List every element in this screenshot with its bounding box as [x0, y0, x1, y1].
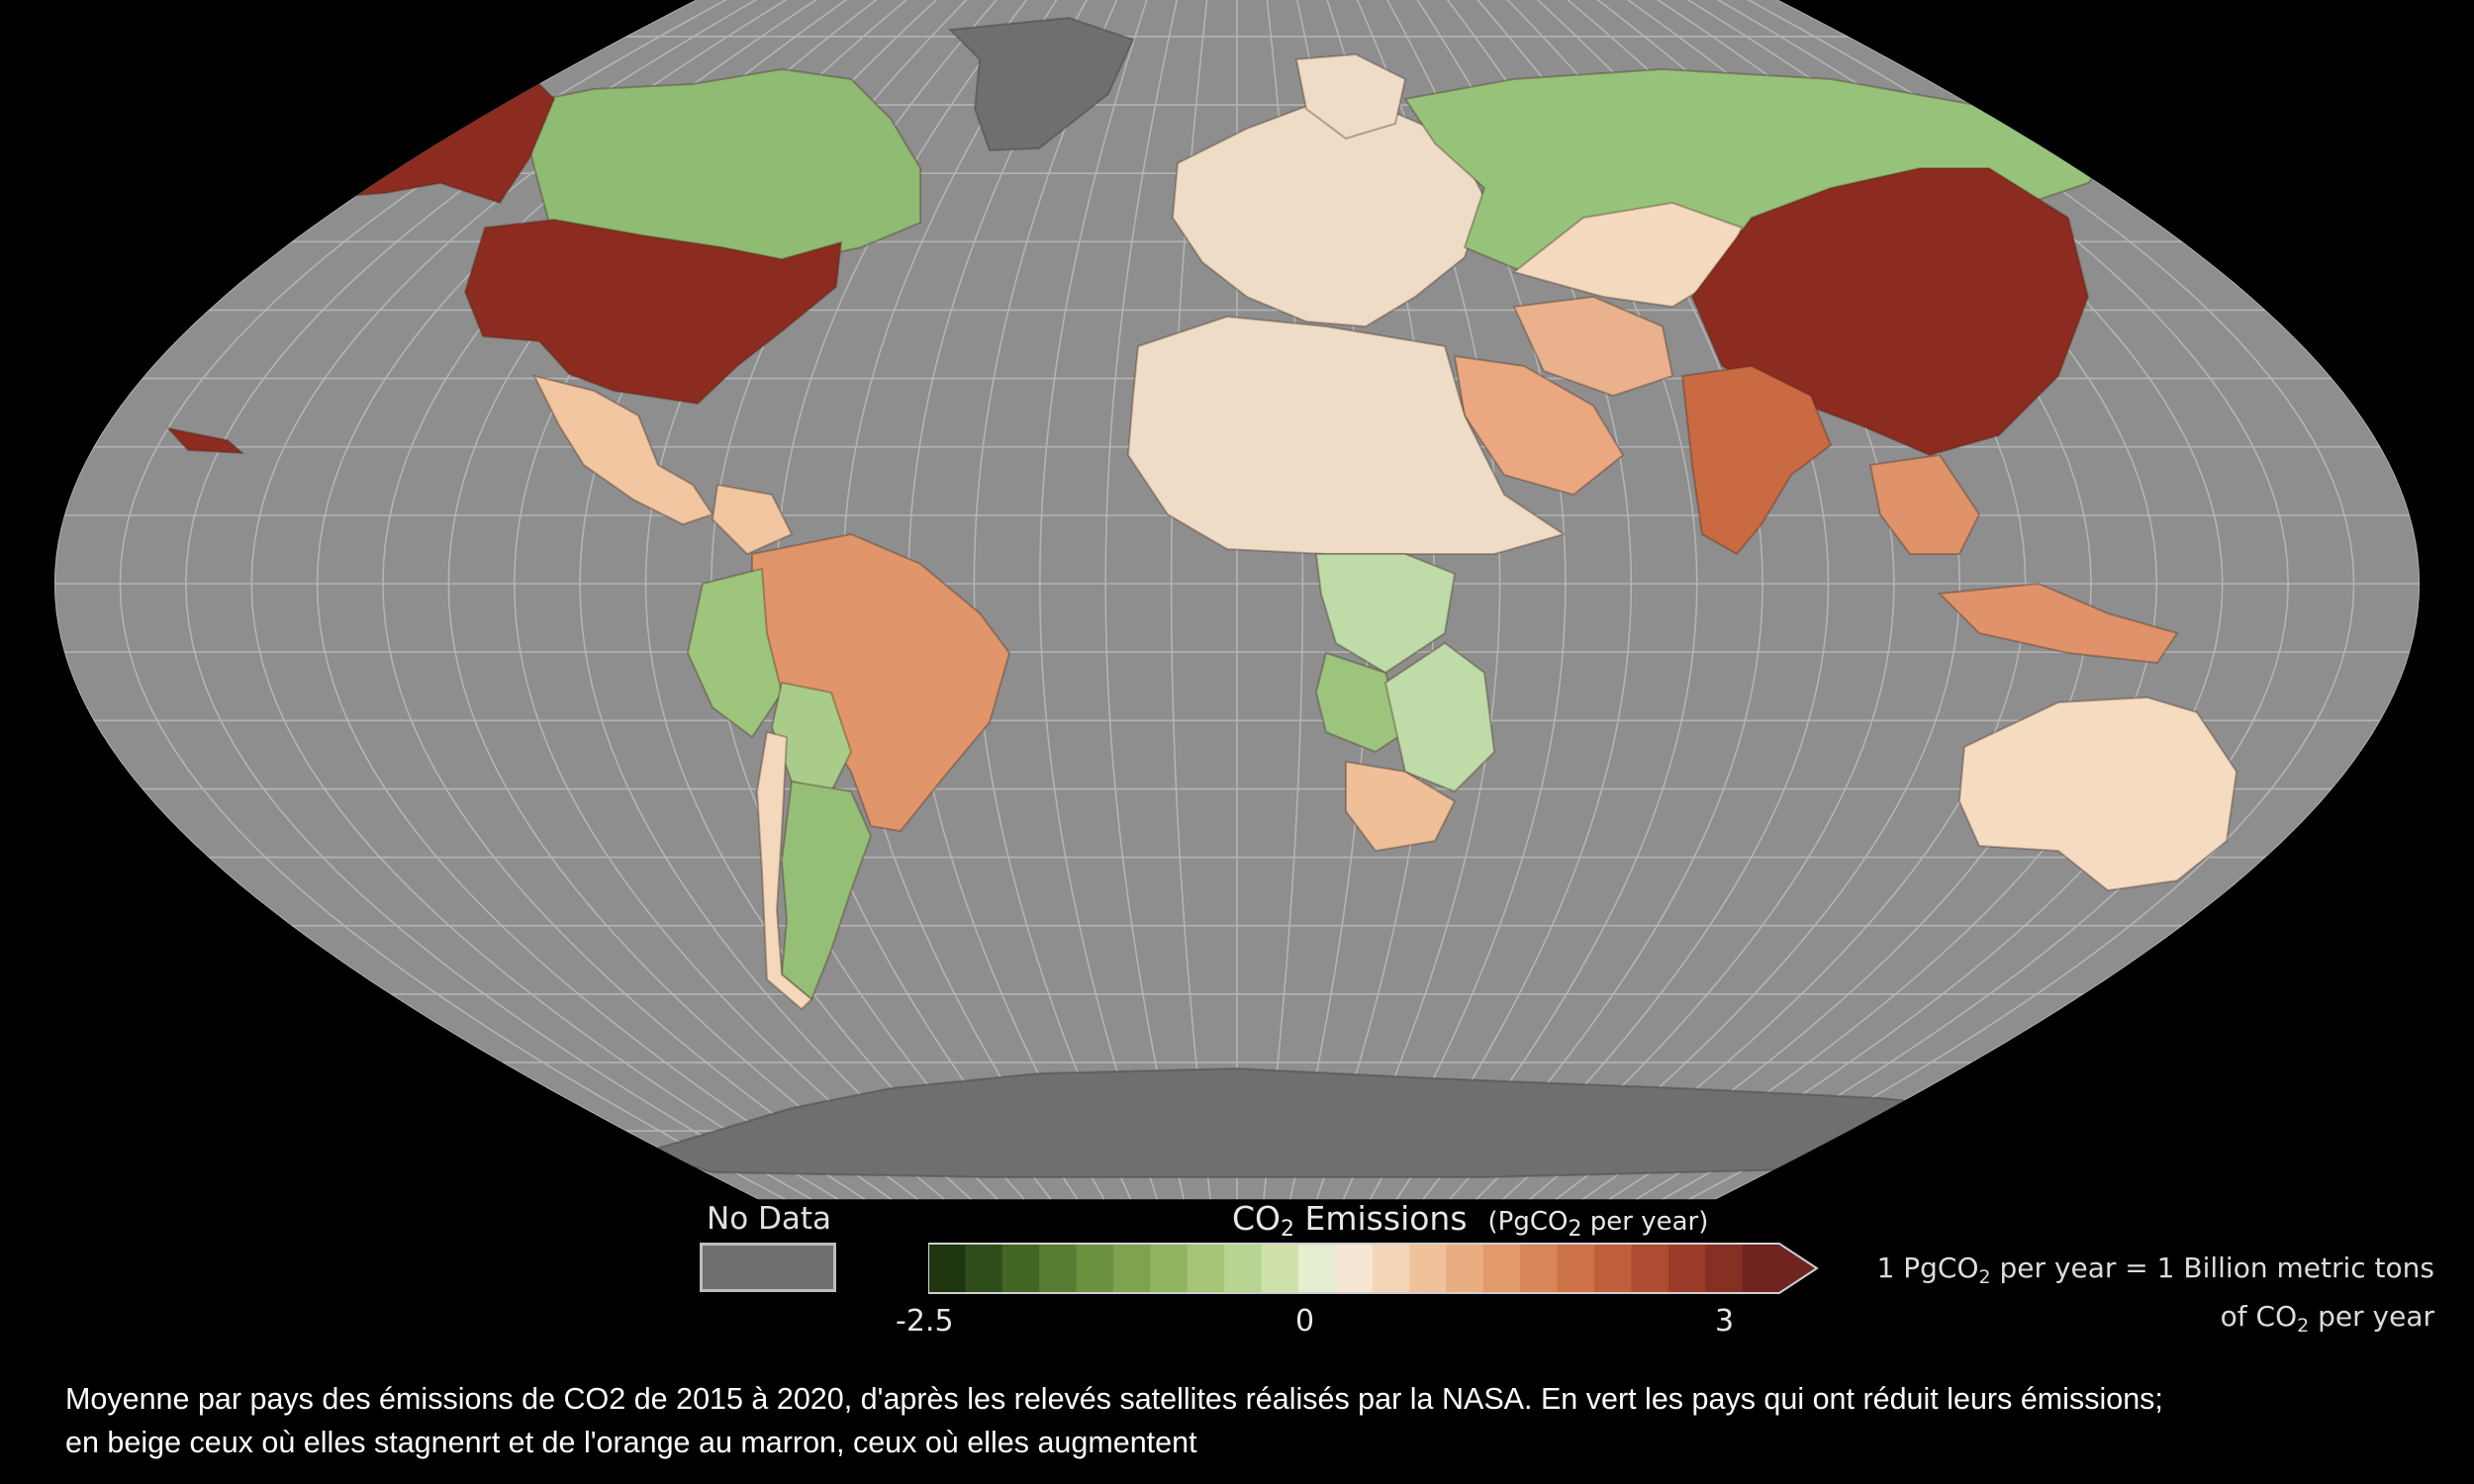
colorbar-step: [1150, 1244, 1189, 1293]
colorbar-tick-zero: 0: [1295, 1304, 1315, 1339]
colorbar-step: [1594, 1244, 1633, 1293]
country-saudi-arabia: [1453, 354, 1625, 497]
country-australia: [1957, 696, 2238, 892]
country-peru: [686, 567, 784, 739]
country-alaska: [183, 186, 330, 214]
colorbar-step: [1039, 1244, 1078, 1293]
emissions-colorbar: [928, 1243, 1819, 1294]
world-map: [54, 0, 2420, 1200]
unit-conversion-note: 1 PgCO2 per year = 1 Billion metric tons…: [1876, 1252, 2434, 1337]
country-india: [1680, 364, 1833, 556]
country-alaska: [165, 426, 245, 455]
country-south-africa: [1345, 760, 1457, 853]
colorbar-extend-arrow: [1779, 1244, 1817, 1293]
colorbar-step: [1409, 1244, 1448, 1293]
colorbar-step: [1001, 1244, 1040, 1293]
colorbar-step: [1224, 1244, 1263, 1293]
no-data-swatch: [700, 1243, 836, 1292]
country-mexico: [532, 374, 714, 526]
country-europe: [1294, 52, 1407, 140]
colorbar-step: [1705, 1244, 1744, 1293]
country-greenland: [947, 16, 1135, 152]
country-australia: [2245, 869, 2308, 932]
colorbar-step: [1446, 1244, 1484, 1293]
colorbar-step: [1742, 1244, 1780, 1293]
colorbar-step: [1076, 1244, 1114, 1293]
caption-line-2: en beige ceux où elles stagnenrt et de l…: [65, 1426, 1197, 1459]
country-central-africa: [1314, 553, 1457, 675]
colorbar-step: [965, 1244, 1003, 1293]
colorbar-tick-max: 3: [1715, 1304, 1735, 1339]
colorbar-step: [1112, 1244, 1151, 1293]
figure-caption: Moyenne par pays des émissions de CO2 de…: [65, 1377, 2440, 1464]
country-united-states: [463, 218, 843, 406]
colorbar-step: [1297, 1244, 1336, 1293]
colorbar-step: [1482, 1244, 1521, 1293]
colorbar-step: [1335, 1244, 1374, 1293]
legend-title: CO2 Emissions (PgCO2 per year): [1232, 1199, 1709, 1242]
country-southeast-asia: [1937, 582, 2179, 665]
country-angola: [1314, 651, 1407, 754]
colorbar-step: [1187, 1244, 1225, 1293]
no-data-label: No Data: [707, 1201, 832, 1237]
colorbar-outline: [928, 1243, 1819, 1294]
colorbar-step: [1667, 1244, 1706, 1293]
country-chile: [755, 730, 813, 1011]
colorbar-step: [1520, 1244, 1559, 1293]
colorbar-tick-min: -2.5: [896, 1304, 954, 1339]
colorbar-step: [1631, 1244, 1669, 1293]
country-iran: [1512, 295, 1674, 398]
country-argentina: [780, 780, 873, 1001]
colorbar-step: [928, 1244, 966, 1293]
country-antarctica: [639, 1067, 2081, 1178]
country-mexico: [711, 483, 794, 556]
country-north-africa: [1126, 315, 1567, 555]
colorbar-step: [1261, 1244, 1299, 1293]
country-southeast-asia: [1868, 453, 1981, 555]
colorbar-step: [1557, 1244, 1595, 1293]
colorbar-step: [1372, 1244, 1410, 1293]
caption-line-1: Moyenne par pays des émissions de CO2 de…: [65, 1382, 2163, 1416]
